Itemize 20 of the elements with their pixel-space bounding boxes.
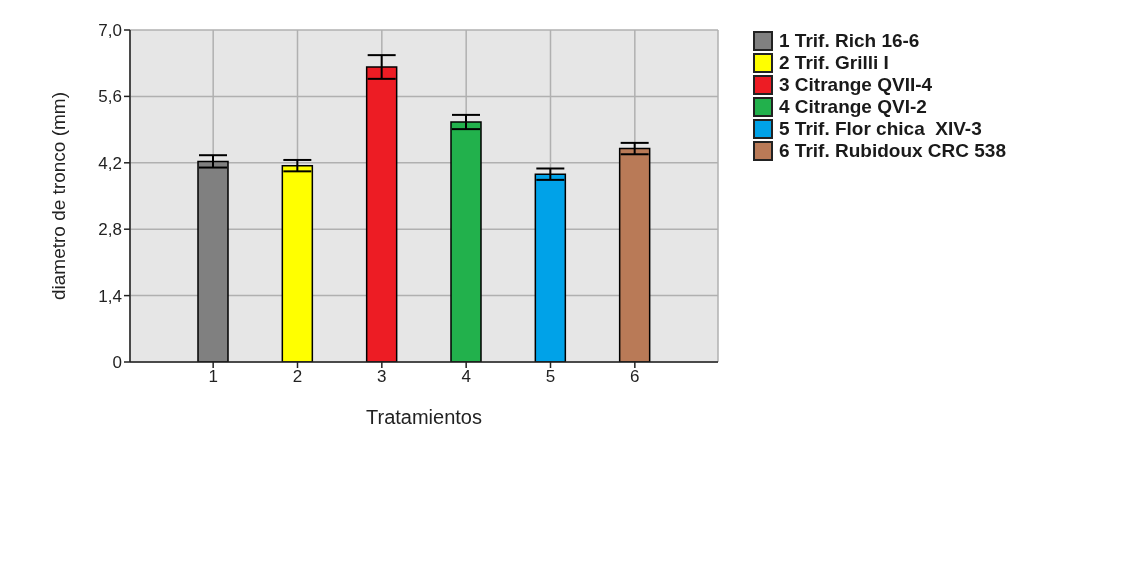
x-tick-label: 5 [545, 367, 556, 387]
legend-label: 2 Trif. Grilli I [779, 52, 889, 74]
y-tick-label: 7,0 [98, 21, 122, 41]
legend-label: 4 Citrange QVI-2 [779, 96, 927, 118]
legend-label: 3 Citrange QVII-4 [779, 74, 933, 96]
legend-label: 5 Trif. Flor chica XIV-3 [779, 118, 982, 140]
y-tick-label: 5,6 [98, 87, 122, 107]
x-tick-label: 3 [377, 367, 387, 387]
y-tick-label: 0 [112, 353, 122, 373]
legend-label: 6 Trif. Rubidoux CRC 538 [779, 140, 1006, 162]
y-axis-title: diametro de tronco (mm) [47, 91, 69, 301]
y-tick-label: 4,2 [98, 153, 122, 173]
y-tick-label: 1,4 [98, 286, 122, 306]
x-tick-label: 2 [292, 367, 303, 387]
x-tick-label: 6 [630, 367, 640, 387]
x-tick-label: 1 [208, 367, 218, 387]
x-axis-title: Tratamientos [366, 406, 482, 428]
legend-label: 1 Trif. Rich 16-6 [779, 30, 920, 52]
x-tick-label: 4 [461, 367, 471, 387]
y-tick-label: 2,8 [98, 220, 122, 240]
